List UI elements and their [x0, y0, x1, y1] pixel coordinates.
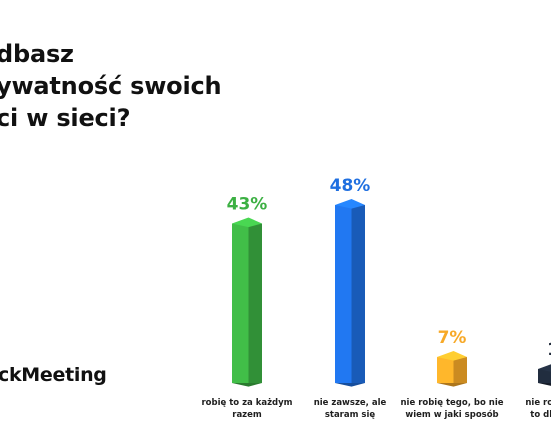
chart-title-line-1: dbasz — [0, 40, 74, 68]
bar-2-bottom — [335, 383, 365, 387]
brand-logo-text: ckMeeting — [0, 364, 107, 386]
category-label-1: robię to za każdym razem — [192, 397, 302, 421]
chart-title-line-3: ci w sieci? — [0, 104, 131, 132]
value-label-1: 43% — [227, 195, 268, 215]
value-label-4: 1 — [547, 340, 551, 360]
category-label-2: nie zawsze, ale staram się — [295, 397, 405, 421]
category-label-2-line-2: staram się — [324, 410, 376, 420]
bar-1-top — [232, 217, 262, 228]
bar-2-front — [335, 205, 352, 383]
bar-1-bottom — [232, 383, 262, 387]
bar-3-side — [453, 357, 467, 383]
category-label-4-line-1: nie robię te — [525, 398, 551, 408]
bar-4-front — [538, 369, 551, 383]
bar-2 — [335, 199, 365, 387]
category-label-3-line-2: wiem w jaki sposób — [405, 410, 499, 420]
value-label-3: 7% — [438, 328, 467, 348]
category-label-4: nie robię te to dla mn — [498, 397, 551, 421]
bar-4-top — [538, 364, 551, 372]
chart-title-line-2: ywatność swoich — [0, 72, 222, 100]
bar-3-top — [437, 351, 467, 361]
bar-2-side — [351, 205, 365, 383]
category-label-1-line-1: robię to za każdym — [201, 398, 293, 408]
category-label-3-line-1: nie robię tego, bo nie — [400, 398, 504, 408]
bar-2-top — [335, 199, 365, 209]
bar-4 — [538, 364, 551, 386]
bar-4-bottom — [538, 383, 551, 386]
value-label-2: 48% — [330, 176, 371, 196]
bar-3-bottom — [437, 383, 467, 387]
bar-3 — [437, 351, 467, 387]
category-label-2-line-1: nie zawsze, ale — [313, 398, 387, 408]
bar-3-front — [437, 357, 454, 383]
bar-1-side — [248, 223, 262, 383]
bar-1-front — [232, 223, 249, 383]
bar-1 — [232, 217, 262, 387]
category-label-1-line-2: razem — [232, 410, 262, 420]
category-label-3: nie robię tego, bo nie wiem w jaki sposób — [397, 397, 507, 421]
category-label-4-line-2: to dla mn — [530, 410, 551, 420]
